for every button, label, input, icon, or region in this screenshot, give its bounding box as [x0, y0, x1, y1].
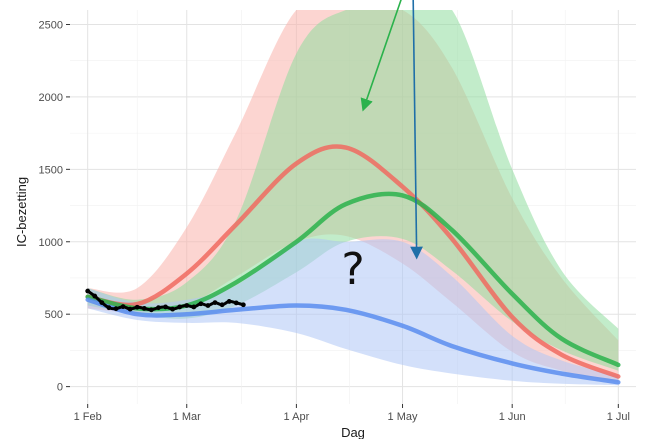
- y-tick-label: 500: [45, 309, 63, 321]
- y-tick-label: 0: [57, 382, 63, 394]
- x-tick-label: 1 Apr: [284, 411, 310, 423]
- y-tick-label: 2000: [39, 92, 63, 104]
- x-tick-label: 1 Feb: [74, 411, 102, 423]
- observed-point: [134, 304, 140, 310]
- x-tick-label: 1 Jul: [607, 411, 630, 423]
- observed-point: [205, 303, 211, 308]
- annotations: ?: [341, 0, 423, 295]
- x-axis-ticks: 1 Feb 1 Mar 1 Apr 1 May 1 Jun 1 Jul: [74, 404, 630, 423]
- x-tick-label: 1 May: [388, 411, 418, 423]
- observed-point: [184, 303, 190, 308]
- observed-point: [191, 304, 197, 310]
- observed-points: [85, 288, 246, 313]
- observed-point: [120, 304, 126, 310]
- series-line: [85, 144, 621, 379]
- observed-point: [99, 300, 105, 306]
- y-tick-label: 1500: [39, 164, 63, 176]
- observed-point: [177, 304, 183, 310]
- question-mark-annotation: ?: [341, 244, 364, 295]
- y-tick-label: 1000: [39, 237, 63, 249]
- y-tick-label: 2500: [39, 19, 63, 31]
- y-axis-title: IC-bezetting: [14, 177, 29, 247]
- observed-point: [240, 302, 246, 308]
- observed-point: [163, 304, 168, 310]
- y-axis-ticks: 0 500 1000 1500 2000 2500: [39, 19, 70, 394]
- observed-point: [85, 288, 91, 294]
- observed-point: [156, 305, 161, 311]
- observed-point: [141, 305, 147, 311]
- observed-point: [226, 299, 232, 304]
- x-axis-title: Dag: [341, 425, 365, 439]
- x-tick-label: 1 Jun: [499, 411, 526, 423]
- observed-point: [92, 293, 98, 299]
- observed-point: [170, 306, 175, 312]
- green-arrow: [360, 0, 402, 112]
- observed-point: [106, 305, 112, 311]
- observed-point: [113, 306, 119, 312]
- observed-point: [198, 301, 204, 307]
- observed-point: [148, 307, 154, 313]
- blue-arrow: [410, 0, 423, 260]
- series-line: [85, 297, 621, 385]
- observed-point: [212, 300, 218, 306]
- x-tick-label: 1 Mar: [173, 411, 201, 423]
- observed-point: [233, 300, 239, 306]
- observed-point: [219, 302, 225, 308]
- observed-point: [127, 306, 133, 312]
